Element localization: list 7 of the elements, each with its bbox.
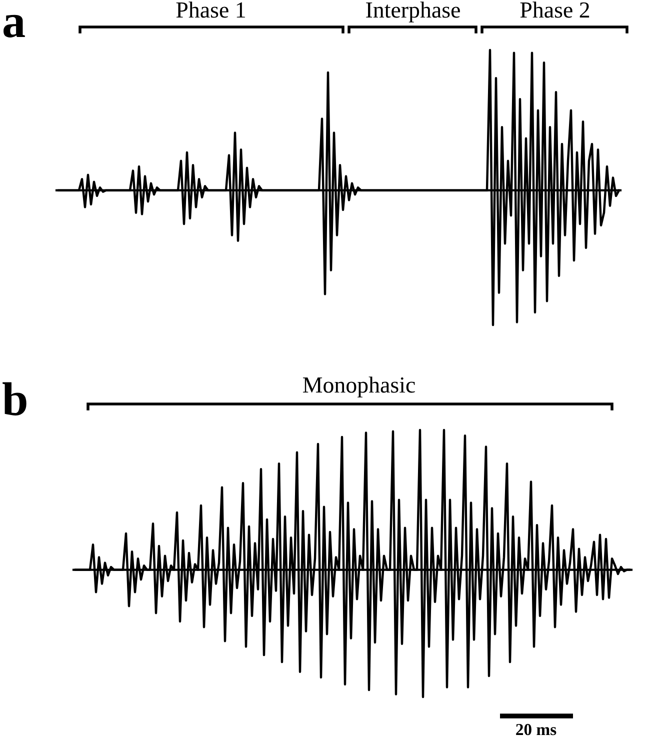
text: Phase 1 bbox=[176, 2, 245, 18]
text: 20 ms bbox=[516, 724, 556, 736]
chart-title: a bbox=[4, 14, 25, 38]
text: Interphase bbox=[366, 2, 460, 22]
text: Phase 2 bbox=[520, 2, 590, 18]
text: Monophasic bbox=[303, 376, 415, 398]
chart-title: b bbox=[2, 382, 26, 416]
